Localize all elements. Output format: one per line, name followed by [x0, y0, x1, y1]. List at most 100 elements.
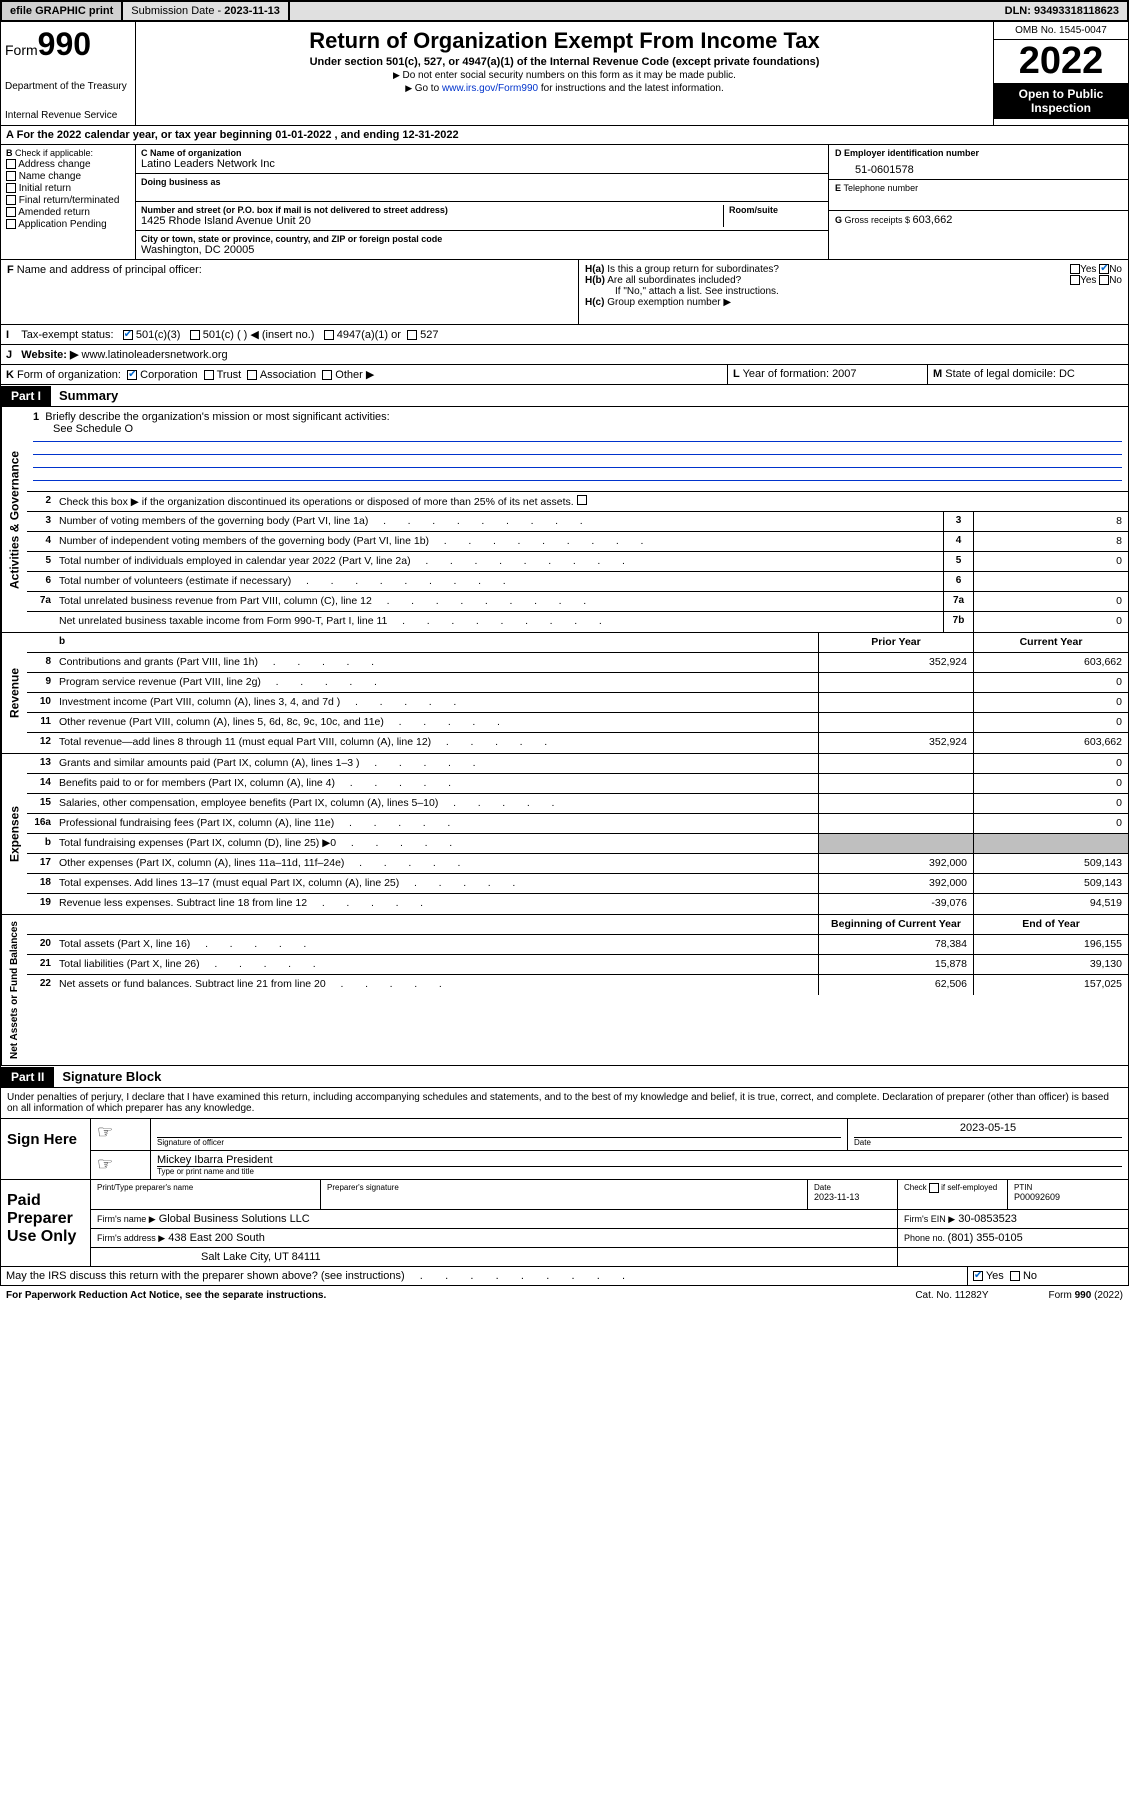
- open-inspection-badge: Open to Public Inspection: [994, 83, 1128, 119]
- discuss-row: May the IRS discuss this return with the…: [0, 1267, 1129, 1286]
- current-value: 0: [973, 794, 1128, 813]
- form-number: Form990: [5, 26, 131, 63]
- firm-addr: 438 East 200 South: [168, 1232, 265, 1244]
- penalty-statement: Under penalties of perjury, I declare th…: [0, 1088, 1129, 1119]
- gov-value: [973, 572, 1128, 591]
- 501c3-checkbox[interactable]: [123, 330, 133, 340]
- discuss-no-checkbox[interactable]: [1010, 1271, 1020, 1281]
- dept-label: Department of the Treasury: [5, 81, 131, 92]
- org-city: Washington, DC 20005: [141, 244, 823, 256]
- gov-value: 0: [973, 612, 1128, 632]
- current-value: 157,025: [973, 975, 1128, 995]
- current-value: 0: [973, 814, 1128, 833]
- final-return-checkbox[interactable]: [6, 195, 16, 205]
- sign-here-label: Sign Here: [1, 1119, 91, 1179]
- prior-value: -39,076: [818, 894, 973, 914]
- prior-value: 78,384: [818, 935, 973, 954]
- current-value: 94,519: [973, 894, 1128, 914]
- website-row: J Website: ▶ www.latinoleadersnetwork.or…: [0, 345, 1129, 365]
- other-checkbox[interactable]: [322, 370, 332, 380]
- current-value: 509,143: [973, 854, 1128, 873]
- prior-value: 352,924: [818, 653, 973, 672]
- ein: 51-0601578: [835, 158, 1122, 176]
- addr-change-checkbox[interactable]: [6, 159, 16, 169]
- firm-addr2: Salt Lake City, UT 84111: [91, 1248, 898, 1266]
- 527-checkbox[interactable]: [407, 330, 417, 340]
- initial-return-checkbox[interactable]: [6, 183, 16, 193]
- current-value: 0: [973, 693, 1128, 712]
- current-value: 0: [973, 754, 1128, 773]
- hb-yes-checkbox[interactable]: [1070, 275, 1080, 285]
- tax-status-row: I Tax-exempt status: 501(c)(3) 501(c) ( …: [0, 325, 1129, 345]
- current-value: 39,130: [973, 955, 1128, 974]
- 501c-checkbox[interactable]: [190, 330, 200, 340]
- current-value: 603,662: [973, 653, 1128, 672]
- current-value: 196,155: [973, 935, 1128, 954]
- irs-link[interactable]: www.irs.gov/Form990: [442, 83, 538, 94]
- paid-preparer-label: Paid Preparer Use Only: [1, 1180, 91, 1266]
- org-address: 1425 Rhode Island Avenue Unit 20: [141, 215, 723, 227]
- prior-value: [818, 693, 973, 712]
- ssn-warning: Do not enter social security numbers on …: [144, 70, 985, 81]
- prior-value: 15,878: [818, 955, 973, 974]
- omb-number: OMB No. 1545-0047: [994, 22, 1128, 40]
- irs-label: Internal Revenue Service: [5, 110, 131, 121]
- form-title: Return of Organization Exempt From Incom…: [144, 28, 985, 54]
- net-vertical-label: Net Assets or Fund Balances: [1, 915, 27, 1065]
- hb-no-checkbox[interactable]: [1099, 275, 1109, 285]
- pointer-icon-2: ☞: [91, 1151, 151, 1179]
- id-right-col: D Employer identification number 51-0601…: [828, 145, 1128, 259]
- firm-ein: 30-0853523: [958, 1213, 1017, 1225]
- current-value: 509,143: [973, 874, 1128, 893]
- period-row: A For the 2022 calendar year, or tax yea…: [0, 126, 1129, 145]
- ha-no-checkbox[interactable]: [1099, 264, 1109, 274]
- revenue-block: Revenue b Prior Year Current Year 8Contr…: [0, 633, 1129, 754]
- current-value: 0: [973, 713, 1128, 732]
- instructions-link-line: Go to www.irs.gov/Form990 for instructio…: [144, 83, 985, 94]
- org-name-block: C Name of organization Latino Leaders Ne…: [136, 145, 828, 259]
- submission-date: Submission Date - 2023-11-13: [123, 2, 290, 20]
- expenses-block: Expenses 13Grants and similar amounts pa…: [0, 754, 1129, 915]
- top-toolbar: efile GRAPHIC print Submission Date - 20…: [0, 0, 1129, 22]
- app-pending-checkbox[interactable]: [6, 219, 16, 229]
- form-subtitle: Under section 501(c), 527, or 4947(a)(1)…: [144, 56, 985, 68]
- prior-value: [818, 774, 973, 793]
- sign-date: 2023-05-15: [854, 1122, 1122, 1138]
- officer-group-row: F Name and address of principal officer:…: [0, 260, 1129, 325]
- part1-header: Part I Summary: [0, 385, 1129, 407]
- form-header: Form990 Department of the Treasury Inter…: [0, 22, 1129, 126]
- exp-vertical-label: Expenses: [1, 754, 27, 914]
- cat-no: Cat. No. 11282Y: [915, 1290, 988, 1301]
- prior-value: 352,924: [818, 733, 973, 753]
- name-change-checkbox[interactable]: [6, 171, 16, 181]
- ptin: P00092609: [1014, 1192, 1122, 1202]
- current-value: 0: [973, 774, 1128, 793]
- current-value: 0: [973, 673, 1128, 692]
- gov-value: 0: [973, 592, 1128, 611]
- prior-value: [818, 754, 973, 773]
- pointer-icon: ☞: [91, 1119, 151, 1150]
- prior-value: [818, 713, 973, 732]
- prior-value: [818, 834, 973, 853]
- rev-vertical-label: Revenue: [1, 633, 27, 753]
- check-if-applicable: B Check if applicable: Address change Na…: [1, 145, 136, 259]
- discuss-yes-checkbox[interactable]: [973, 1271, 983, 1281]
- prior-value: 392,000: [818, 854, 973, 873]
- trust-checkbox[interactable]: [204, 370, 214, 380]
- efile-print-button[interactable]: efile GRAPHIC print: [2, 2, 123, 20]
- prior-value: 392,000: [818, 874, 973, 893]
- current-value: [973, 834, 1128, 853]
- assoc-checkbox[interactable]: [247, 370, 257, 380]
- gov-vertical-label: Activities & Governance: [1, 407, 27, 632]
- page-footer: For Paperwork Reduction Act Notice, see …: [0, 1286, 1129, 1305]
- self-employed-checkbox[interactable]: [929, 1183, 939, 1193]
- corp-checkbox[interactable]: [127, 370, 137, 380]
- discontinued-checkbox[interactable]: [577, 495, 587, 505]
- tax-year: 2022: [994, 40, 1128, 83]
- ha-yes-checkbox[interactable]: [1070, 264, 1080, 274]
- amended-checkbox[interactable]: [6, 207, 16, 217]
- prior-value: 62,506: [818, 975, 973, 995]
- 4947-checkbox[interactable]: [324, 330, 334, 340]
- netassets-block: Net Assets or Fund Balances Beginning of…: [0, 915, 1129, 1066]
- prior-value: [818, 673, 973, 692]
